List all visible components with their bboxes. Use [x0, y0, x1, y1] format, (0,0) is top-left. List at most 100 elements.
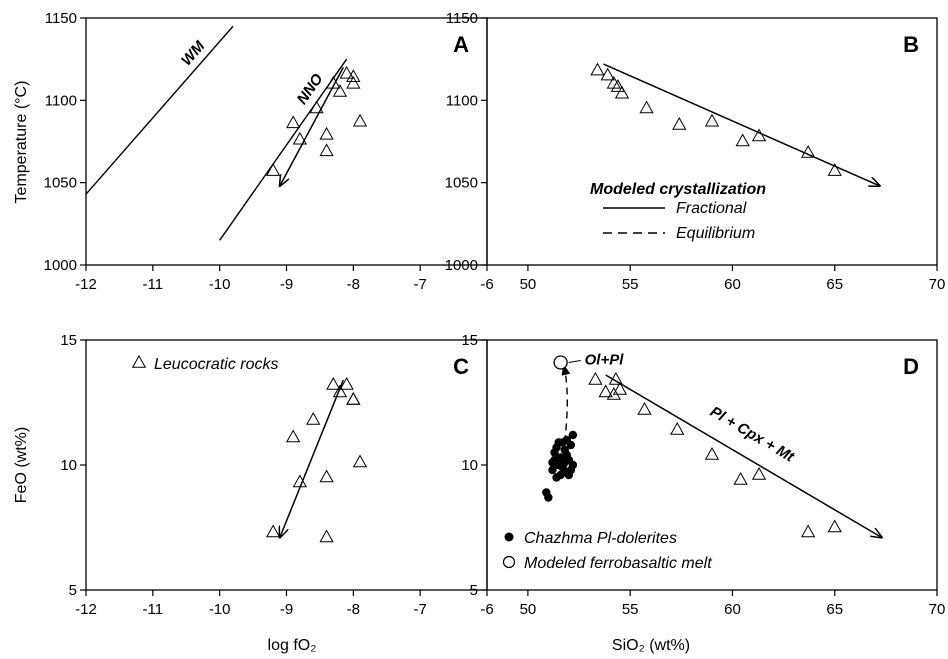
data-point-dolerite: [556, 470, 565, 480]
data-point: [672, 117, 687, 130]
plot-frame: [486, 17, 938, 266]
data-point: [306, 411, 321, 425]
x-tick-label: 65: [826, 601, 843, 618]
data-point: [346, 391, 361, 405]
y-tick-label: 1100: [446, 92, 478, 109]
y-axis-label-feo: FeO (wt%): [13, 427, 30, 503]
x-tick-label: 60: [724, 276, 741, 293]
data-point-dolerite: [564, 470, 574, 480]
buffer-line-wm: [86, 25, 234, 195]
data-point: [265, 524, 281, 538]
fractional-arrow: [605, 374, 882, 538]
data-point: [292, 131, 308, 145]
x-tick-label: 50: [520, 276, 537, 293]
data-point: [751, 128, 767, 142]
data-point-leucocratic: [751, 466, 767, 480]
panel-c: -12 -11 -10 -9 -8 -7 -6 5 10 15 C Leucocratic rocks: [60, 332, 493, 618]
buffer-label-nno: NNO: [294, 70, 327, 107]
x-tick-label: -10: [209, 601, 231, 618]
data-point-leucocratic: [637, 401, 652, 415]
y-tick-label: 15: [60, 332, 77, 349]
data-point: [309, 100, 324, 114]
legend-modeled-crystallization: Modeled crystallization Fractional Equilib…: [590, 181, 766, 242]
trend-arrow: [280, 67, 344, 186]
x-tick-label: -6: [480, 601, 493, 618]
legend-label-leucocratic: Leucocratic rocks: [154, 356, 279, 373]
x-axis-label-logfo2: log fO₂: [268, 637, 317, 654]
panel-letter: A: [453, 32, 469, 57]
data-point: [319, 143, 334, 157]
data-point: [286, 429, 301, 443]
legend-marker-open-circle: [502, 555, 516, 569]
data-point: [610, 79, 626, 92]
data-point: [286, 115, 301, 129]
legend-marker-triangle: [131, 354, 147, 368]
data-point: [339, 376, 354, 390]
data-point-dolerite: [568, 460, 578, 470]
data-point-leucocratic: [800, 524, 816, 538]
data-point-dolerite: [562, 450, 571, 460]
panel-letter: C: [453, 354, 469, 379]
trend-arrow: [280, 379, 345, 538]
data-point-leucocratic: [827, 519, 842, 533]
data-point: [827, 163, 842, 176]
y-tick-label: 1150: [45, 10, 77, 27]
data-point-dolerite: [568, 430, 578, 440]
x-axis-label-sio2: SiO₂ (wt%): [612, 637, 690, 654]
x-tick-label: -12: [75, 276, 97, 293]
x-tick-label: 50: [520, 601, 537, 618]
y-tick-label: 15: [461, 332, 478, 349]
data-point-leucocratic: [606, 386, 621, 400]
data-point-dolerite: [544, 493, 553, 502]
data-point-leucocratic: [670, 421, 685, 435]
data-point-melt: [553, 355, 568, 370]
x-tick-label: -6: [480, 276, 493, 293]
legend-label-melt: Modeled ferrobasaltic melt: [524, 555, 712, 572]
y-tick-label: 1000: [44, 257, 77, 274]
annotation-pl-cpx-mt: Pl + Cpx + Mt: [707, 403, 798, 466]
x-tick-label: -7: [413, 276, 426, 293]
data-point: [639, 100, 654, 114]
panel-letter: B: [903, 32, 919, 57]
data-point: [332, 384, 348, 398]
legend-marker-filled-circle: [504, 532, 514, 542]
x-tick-label: 55: [622, 276, 639, 293]
data-point-leucocratic: [598, 384, 613, 398]
x-tick-label: -8: [347, 601, 360, 618]
data-point-dolerite: [548, 465, 557, 475]
data-point-leucocratic: [612, 381, 628, 395]
x-tick-label: -12: [75, 601, 97, 618]
data-point: [339, 65, 354, 79]
data-point: [265, 163, 281, 176]
data-point: [319, 126, 334, 140]
data-point: [735, 133, 750, 147]
buffer-line-nno: [219, 58, 348, 241]
x-tick-label: 70: [929, 276, 946, 293]
data-point: [704, 113, 720, 127]
data-point: [319, 469, 334, 483]
x-tick-label: -10: [209, 276, 231, 293]
x-tick-label: -9: [280, 276, 293, 293]
data-point: [352, 454, 368, 468]
x-tick-label: -8: [347, 276, 360, 293]
x-tick-label: -9: [280, 601, 293, 618]
buffer-label-wm: WM: [178, 37, 209, 69]
x-tick-label: 65: [826, 276, 843, 293]
data-point-dolerite: [566, 440, 576, 450]
y-tick-label: 1000: [445, 257, 478, 274]
data-point: [800, 145, 816, 158]
data-point: [319, 529, 334, 543]
y-axis-label-temperature: Temperature (°C): [13, 81, 30, 204]
data-point: [326, 376, 341, 390]
x-tick-label: -11: [143, 601, 164, 618]
legend-label-equilibrium: Equilibrium: [676, 225, 755, 242]
annotation-leader: [568, 360, 581, 363]
panel-letter: D: [903, 354, 919, 379]
data-point: [346, 69, 361, 82]
x-tick-label: -7: [413, 601, 426, 618]
y-tick-label: 1050: [445, 175, 478, 192]
y-tick-label: 10: [60, 457, 77, 474]
y-tick-label: 5: [69, 582, 77, 599]
fractional-arrow: [603, 63, 880, 186]
